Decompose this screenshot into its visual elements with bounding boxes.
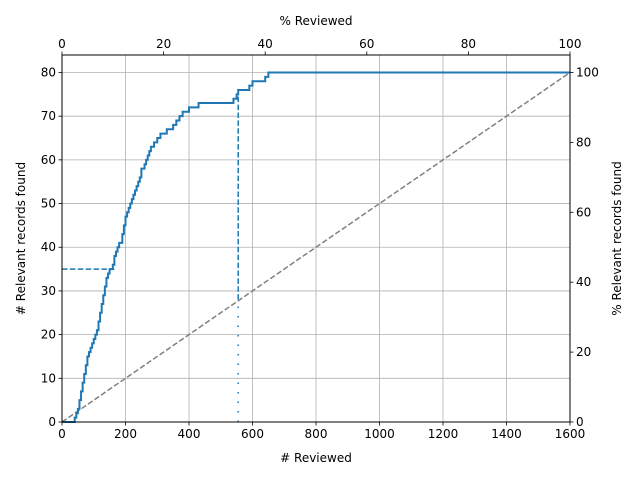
y-tick-label: 50 [41, 197, 56, 211]
x-tick-label: 1600 [555, 427, 586, 441]
plot-lines [61, 71, 571, 423]
top-x-tick-label: 100 [559, 37, 582, 51]
y-tick-label: 40 [41, 240, 56, 254]
x-axis-title: # Reviewed [280, 451, 352, 465]
y-tick-label: 0 [48, 415, 56, 429]
right-y-tick-label: 40 [576, 275, 591, 289]
x-tick-label: 0 [58, 427, 66, 441]
top-x-tick-label: 60 [359, 37, 374, 51]
y-tick-label: 70 [41, 109, 56, 123]
top-x-axis-title: % Reviewed [279, 14, 352, 28]
x-tick-label: 1200 [428, 427, 459, 441]
top-x-tick-label: 40 [258, 37, 273, 51]
right-y-tick-label: 80 [576, 135, 591, 149]
y-tick-label: 80 [41, 65, 56, 79]
right-y-tick-label: 0 [576, 415, 584, 429]
x-tick-label: 800 [305, 427, 328, 441]
top-x-tick-label: 0 [58, 37, 66, 51]
top-x-tick-label: 80 [461, 37, 476, 51]
x-tick-label: 400 [178, 427, 201, 441]
grid-lines [61, 55, 571, 423]
right-y-tick-label: 100 [576, 65, 599, 79]
x-tick-label: 200 [114, 427, 137, 441]
right-y-axis-title: % Relevant records found [610, 161, 624, 316]
y-tick-label: 60 [41, 153, 56, 167]
right-y-tick-label: 60 [576, 205, 591, 219]
y-axis-title: # Relevant records found [14, 162, 28, 315]
random-baseline-line [61, 71, 571, 423]
y-tick-label: 20 [41, 328, 56, 342]
top-x-tick-label: 20 [156, 37, 171, 51]
y-tick-label: 10 [41, 371, 56, 385]
y-tick-label: 30 [41, 284, 56, 298]
axis-ticks: 0 200 400 600 800 1000 1200 1400 160001020304050… [41, 37, 599, 441]
x-tick-label: 1000 [364, 427, 395, 441]
right-y-tick-label: 20 [576, 345, 591, 359]
x-tick-label: 600 [241, 427, 264, 441]
x-tick-label: 1400 [491, 427, 522, 441]
recall-curve-line [62, 71, 570, 423]
